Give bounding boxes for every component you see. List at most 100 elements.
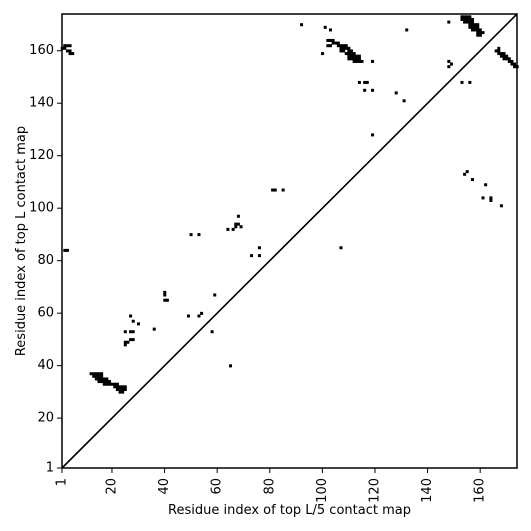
contact-cell xyxy=(468,80,472,84)
contact-cell xyxy=(352,52,356,56)
contact-cell xyxy=(463,172,467,176)
y-tick-label: 120 xyxy=(29,148,54,163)
contact-cell xyxy=(323,25,327,29)
contact-cell xyxy=(231,227,235,231)
contact-cell xyxy=(463,20,467,24)
contact-cell xyxy=(355,54,359,58)
contact-cell xyxy=(405,28,409,32)
contact-cell xyxy=(347,49,351,53)
contact-cell xyxy=(115,387,119,391)
contact-cell xyxy=(326,38,330,42)
x-tick-label: 1 xyxy=(55,478,70,486)
contact-cell xyxy=(473,28,477,32)
contact-cell xyxy=(347,46,351,50)
contact-cell xyxy=(499,204,503,208)
contact-cell xyxy=(344,44,348,48)
y-tick-label: 20 xyxy=(37,411,54,426)
contact-cell xyxy=(121,387,125,391)
contact-cell xyxy=(513,65,517,69)
contact-cell xyxy=(250,254,254,258)
contact-cell xyxy=(108,380,112,384)
contact-cell xyxy=(478,31,482,35)
contact-cell xyxy=(328,28,332,32)
contact-cell xyxy=(210,330,214,334)
contact-cell xyxy=(281,188,285,192)
contact-cell xyxy=(465,20,469,24)
contact-cell xyxy=(339,46,343,50)
y-tick-label: 80 xyxy=(37,253,54,268)
contact-cell xyxy=(94,372,98,376)
contact-cell xyxy=(347,54,351,58)
contact-cell xyxy=(97,374,101,378)
contact-cell xyxy=(334,41,338,45)
contact-cell xyxy=(63,46,67,50)
contact-cell xyxy=(129,338,133,342)
contact-cell xyxy=(189,233,193,237)
contact-cell xyxy=(331,38,335,42)
contact-cell xyxy=(476,28,480,32)
contact-cells xyxy=(60,15,519,394)
contact-cell xyxy=(97,377,101,381)
contact-cell xyxy=(507,59,511,63)
contact-cell xyxy=(371,133,375,137)
contact-cell xyxy=(257,246,261,250)
contact-cell xyxy=(363,80,367,84)
contact-cell xyxy=(347,52,351,56)
contact-cell xyxy=(336,41,340,45)
contact-cell xyxy=(350,54,354,58)
contact-cell xyxy=(350,52,354,56)
contact-cell xyxy=(468,25,472,29)
contact-cell xyxy=(68,49,72,53)
contact-cell xyxy=(131,338,135,342)
contact-cell xyxy=(468,20,472,24)
contact-cell xyxy=(402,99,406,103)
contact-cell xyxy=(473,25,477,29)
contact-cell xyxy=(121,390,125,394)
contact-cell xyxy=(229,364,233,368)
contact-cell xyxy=(355,57,359,61)
contact-cell xyxy=(105,380,109,384)
contact-cell xyxy=(113,385,117,389)
contact-cell xyxy=(478,33,482,37)
contact-cell xyxy=(352,54,356,58)
contact-cell xyxy=(470,20,474,24)
y-tick-label: 1 xyxy=(46,461,54,476)
contact-cell xyxy=(360,59,364,63)
contact-cell xyxy=(365,80,369,84)
contact-cell xyxy=(342,46,346,50)
contact-cell xyxy=(213,293,217,297)
contact-cell xyxy=(449,62,453,66)
contact-cell xyxy=(463,17,467,21)
contact-cell xyxy=(497,52,501,56)
contact-cell xyxy=(331,41,335,45)
contact-cell xyxy=(100,374,104,378)
contact-cell xyxy=(65,248,69,252)
contact-cell xyxy=(102,382,106,386)
contact-cell xyxy=(123,385,127,389)
contact-cell xyxy=(68,44,72,48)
x-tick-label: 120 xyxy=(367,478,382,503)
contact-cell xyxy=(129,330,133,334)
contact-cell xyxy=(505,54,509,58)
contact-cell xyxy=(460,15,464,19)
contact-cell xyxy=(502,57,506,61)
plot-frame xyxy=(61,13,518,469)
y-tick-label: 100 xyxy=(29,201,54,216)
contact-cell xyxy=(94,374,98,378)
contact-cell xyxy=(126,340,130,344)
contact-cell xyxy=(468,23,472,27)
contact-cell xyxy=(123,330,127,334)
contact-cell xyxy=(476,23,480,27)
contact-cell xyxy=(97,372,101,376)
contact-cell xyxy=(505,57,509,61)
contact-cell xyxy=(357,54,361,58)
contact-cell xyxy=(465,15,469,19)
contact-cell xyxy=(465,17,469,21)
contact-cell xyxy=(510,59,514,63)
contact-cell xyxy=(226,227,230,231)
diagonal-line xyxy=(61,13,518,469)
contact-cell xyxy=(300,23,304,27)
contact-cell xyxy=(357,57,361,61)
contact-cell xyxy=(100,377,104,381)
